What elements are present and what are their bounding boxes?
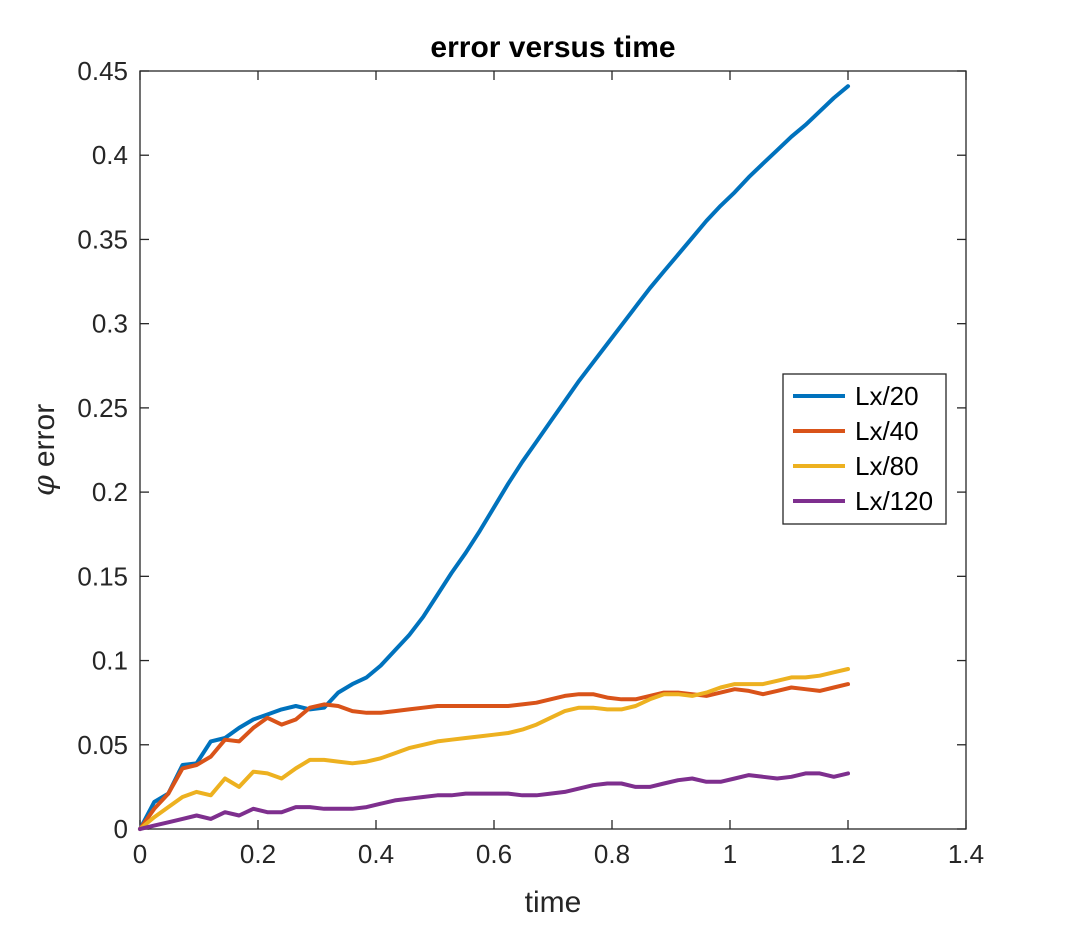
y-tick-label: 0.05 bbox=[77, 730, 128, 760]
y-tick-label: 0.25 bbox=[77, 393, 128, 423]
x-tick-label: 0.8 bbox=[594, 839, 630, 869]
x-axis-label: time bbox=[525, 886, 582, 919]
x-tick-label: 0.6 bbox=[476, 839, 512, 869]
x-axis: 0 0.2 0.4 0.6 0.8 1 1.2 1.4 bbox=[133, 71, 984, 869]
series-line-lx-40 bbox=[138, 682, 850, 831]
y-tick-label: 0.1 bbox=[92, 646, 128, 676]
y-axis-label-text: error bbox=[28, 404, 61, 467]
y-axis-label: φ error bbox=[27, 404, 62, 496]
y-tick-label: 0.2 bbox=[92, 477, 128, 507]
y-tick-label: 0 bbox=[114, 814, 128, 844]
legend-label: Lx/120 bbox=[855, 486, 933, 516]
x-tick-label: 1 bbox=[723, 839, 737, 869]
series-line-lx-80 bbox=[138, 667, 850, 831]
y-tick-label: 0.35 bbox=[77, 224, 128, 254]
legend-label: Lx/40 bbox=[855, 416, 919, 446]
y-tick-label: 0.4 bbox=[92, 140, 128, 170]
y-axis-label-symbol: φ bbox=[27, 475, 62, 496]
y-axis: 0 0.05 0.1 0.15 0.2 0.25 0.3 0.35 0.4 0.45 bbox=[77, 56, 966, 844]
chart-title: error versus time bbox=[430, 31, 675, 64]
x-tick-label: 0.2 bbox=[240, 839, 276, 869]
legend: Lx/20 Lx/40 Lx/80 Lx/120 bbox=[782, 373, 947, 525]
series-lines bbox=[138, 84, 850, 831]
x-tick-label: 0 bbox=[133, 839, 147, 869]
y-tick-label: 0.45 bbox=[77, 56, 128, 86]
legend-label: Lx/20 bbox=[855, 381, 919, 411]
x-tick-label: 1.2 bbox=[830, 839, 866, 869]
y-tick-label: 0.15 bbox=[77, 561, 128, 591]
series-line-lx-20 bbox=[138, 84, 850, 831]
x-tick-label: 1.4 bbox=[948, 839, 984, 869]
y-tick-label: 0.3 bbox=[92, 309, 128, 339]
legend-label: Lx/80 bbox=[855, 451, 919, 481]
series-line-lx-120 bbox=[138, 771, 850, 831]
x-tick-label: 0.4 bbox=[358, 839, 394, 869]
